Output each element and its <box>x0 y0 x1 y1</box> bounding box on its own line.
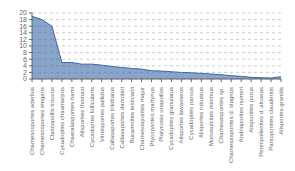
svg-text:Ptycopontes martynus: Ptycopontes martynus <box>149 87 155 146</box>
svg-text:10: 10 <box>19 42 27 49</box>
svg-text:16: 16 <box>19 23 27 30</box>
svg-text:Andriaporites numeri: Andriaporites numeri <box>238 87 244 142</box>
svg-text:Callasaportes trilobatus: Callasaportes trilobatus <box>109 87 115 150</box>
svg-text:Classopollis trouvus: Classopollis trouvus <box>49 87 55 140</box>
svg-text:Chaeralaspontes hami: Chaeralaspontes hami <box>69 87 75 147</box>
svg-text:Vitreisportes pallidus: Vitreisportes pallidus <box>99 87 105 142</box>
svg-text:Parsoponites claudentis: Parsoponites claudentis <box>268 87 274 151</box>
svg-text:Alisportes lawaoseos: Alisportes lawaoseos <box>178 87 184 143</box>
svg-text:2: 2 <box>23 69 27 76</box>
svg-text:Alisportes grandis: Alisportes grandis <box>278 87 284 135</box>
svg-text:14: 14 <box>19 29 27 36</box>
svg-text:Alisportes robustus: Alisportes robustus <box>198 87 204 138</box>
svg-text:Cycadopres follicularis: Cycadopres follicularis <box>89 87 95 147</box>
svg-text:Platycosio unapollos: Platycosio unapollos <box>158 87 164 142</box>
svg-text:Cycadopites parvus: Cycadopites parvus <box>188 87 194 140</box>
svg-text:Cycadopites granulatus: Cycadopites granulatus <box>168 87 174 150</box>
svg-text:6: 6 <box>23 56 27 63</box>
svg-text:Monosulcites minimus: Monosulcites minimus <box>208 87 214 146</box>
svg-text:Chamesosportes aderlius: Chamesosportes aderlius <box>29 87 35 155</box>
svg-text:Bucamnites testivanii: Bucamnites testivanii <box>129 87 135 143</box>
svg-text:Chamesaspontes d. stagnus: Chamesaspontes d. stagnus <box>228 87 234 163</box>
svg-text:Cycadopites chaamarpos: Cycadopites chaamarpos <box>59 87 65 155</box>
svg-text:8: 8 <box>23 49 27 56</box>
svg-text:Chamesosporites major: Chamesosporites major <box>139 87 145 150</box>
svg-text:18: 18 <box>19 16 27 23</box>
svg-text:Alisponites porus: Alisponites porus <box>248 87 254 133</box>
svg-text:12: 12 <box>19 36 27 43</box>
svg-text:0: 0 <box>23 75 27 82</box>
svg-text:Pennipollenites d. alcoeas: Pennipollenites d. alcoeas <box>258 87 264 157</box>
svg-text:20: 20 <box>19 9 27 16</box>
svg-text:Alisporites thomasi: Alisporites thomasi <box>79 87 85 137</box>
svg-text:Chamesosportes elegans: Chamesosportes elegans <box>39 87 45 155</box>
svg-text:4: 4 <box>23 62 27 69</box>
svg-text:Chamesaspontes sp.: Chamesaspontes sp. <box>218 87 224 144</box>
svg-text:Callasaportes damolari: Callasaportes damolari <box>119 87 125 148</box>
